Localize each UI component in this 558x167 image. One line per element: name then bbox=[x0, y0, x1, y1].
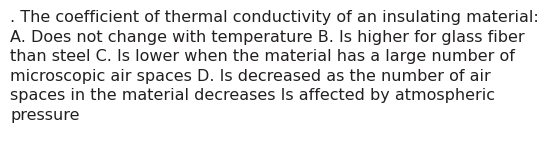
Text: . The coefficient of thermal conductivity of an insulating material:
A. Does not: . The coefficient of thermal conductivit… bbox=[10, 10, 539, 123]
